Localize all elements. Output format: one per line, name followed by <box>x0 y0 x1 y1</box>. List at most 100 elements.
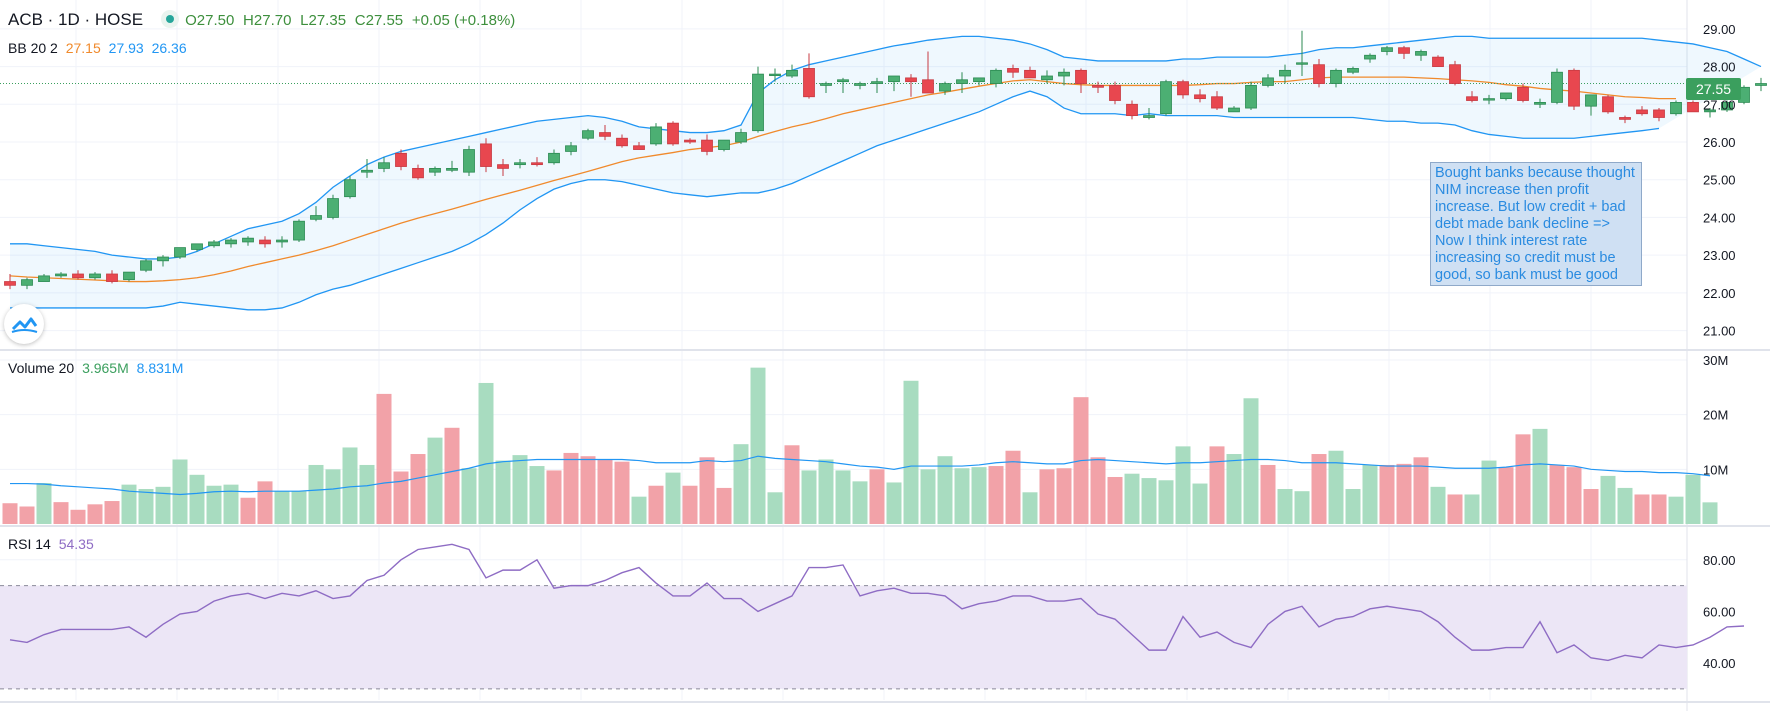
volume-bar <box>121 484 137 524</box>
candle-body <box>1755 83 1767 86</box>
volume-bar <box>1022 492 1038 524</box>
candle-body <box>956 79 968 84</box>
volume-bar <box>1005 450 1021 524</box>
ohlc-open: O27.50 <box>185 12 235 29</box>
candle-body <box>582 130 594 139</box>
candle-body <box>1398 47 1410 54</box>
bb-band-fill <box>10 36 1761 310</box>
candle-body <box>1194 94 1206 100</box>
volume-bar <box>852 481 868 524</box>
candle-body <box>327 198 339 218</box>
candle-body <box>1177 81 1189 96</box>
volume-value: 3.965M <box>82 360 129 376</box>
annotation-note[interactable]: Bought banks because thought NIM increas… <box>1430 162 1642 286</box>
candle-body <box>990 69 1002 84</box>
candle-body <box>1313 64 1325 84</box>
rsi-tick-label: 60.00 <box>1703 604 1736 619</box>
volume-bar <box>869 469 885 524</box>
price-tick-label: 29.00 <box>1703 22 1736 37</box>
candle-body <box>871 81 883 84</box>
candle-body <box>684 139 696 143</box>
volume-bar <box>954 468 970 524</box>
bb-label: BB 20 2 <box>8 40 58 56</box>
candle-body <box>1143 115 1155 118</box>
candle-body <box>497 164 509 169</box>
volume-bar <box>801 470 817 524</box>
volume-bar <box>444 427 460 524</box>
bb-basis-value: 27.15 <box>65 40 101 56</box>
rsi-legend[interactable]: RSI 14 54.35 <box>8 536 98 552</box>
volume-bar <box>937 456 953 524</box>
volume-tick-label: 20M <box>1703 408 1728 423</box>
candle-body <box>225 239 237 245</box>
candle-body <box>1381 47 1393 52</box>
volume-bar <box>835 470 851 524</box>
volume-bar <box>1651 494 1667 524</box>
volume-bar <box>767 492 783 524</box>
volume-bar <box>1532 428 1548 524</box>
volume-bar <box>461 468 477 524</box>
candle-body <box>1279 69 1291 77</box>
volume-bar <box>733 444 749 524</box>
candle-body <box>701 139 713 152</box>
price-tick-label: 27.00 <box>1703 97 1736 112</box>
candle-body <box>463 149 475 173</box>
volume-bar <box>1260 464 1276 524</box>
volume-bar <box>665 472 681 524</box>
candle-body <box>565 145 577 152</box>
candle-body <box>361 169 373 173</box>
candle-body <box>157 256 169 262</box>
volume-bar <box>682 485 698 524</box>
volume-bar <box>274 491 290 524</box>
candle-body <box>123 271 135 281</box>
symbol-title[interactable]: ACB · 1D · HOSE <box>8 10 144 29</box>
candle-body <box>276 239 288 243</box>
price-tick-label: 23.00 <box>1703 248 1736 263</box>
candle-body <box>854 83 866 86</box>
volume-bar <box>1209 446 1225 524</box>
bb-legend[interactable]: BB 20 2 27.15 27.93 26.36 <box>8 40 191 56</box>
price-tick-label: 25.00 <box>1703 173 1736 188</box>
volume-bar <box>1124 473 1140 524</box>
price-tick-label: 26.00 <box>1703 135 1736 150</box>
rsi-label: RSI 14 <box>8 536 51 552</box>
volume-bar <box>920 469 936 524</box>
volume-tick-label: 10M <box>1703 462 1728 477</box>
candle-body <box>140 260 152 271</box>
candle-body <box>1449 64 1461 84</box>
bb-lower-value: 26.36 <box>151 40 187 56</box>
volume-bar <box>903 380 919 524</box>
volume-bar <box>172 459 188 524</box>
volume-bar <box>1617 487 1633 524</box>
volume-bar <box>1141 478 1157 524</box>
candle-body <box>242 237 254 243</box>
rsi-tick-label: 40.00 <box>1703 656 1736 671</box>
bb-lower-line <box>10 90 1660 311</box>
volume-bar <box>206 485 222 524</box>
candle-body <box>1109 85 1121 101</box>
volume-bar <box>1566 467 1582 524</box>
volume-legend[interactable]: Volume 20 3.965M 8.831M <box>8 360 187 376</box>
volume-bar <box>1311 454 1327 524</box>
candle-body <box>1330 69 1342 84</box>
volume-ma-line <box>10 455 1711 496</box>
candle-body <box>1126 103 1138 116</box>
candle-body <box>1228 107 1240 113</box>
volume-bar <box>1226 454 1242 524</box>
candle-body <box>888 75 900 83</box>
volume-bar <box>70 509 86 524</box>
candle-body <box>412 167 424 179</box>
candle-body <box>786 69 798 77</box>
candle-body <box>1517 86 1529 101</box>
volume-bar <box>1413 457 1429 524</box>
candle-body <box>514 162 526 166</box>
tradingview-logo-icon[interactable] <box>4 304 44 344</box>
volume-bar <box>1549 464 1565 524</box>
candle-body <box>548 152 560 164</box>
candle-body <box>1500 92 1512 100</box>
candle-body <box>939 83 951 92</box>
volume-bar <box>1430 486 1446 524</box>
rsi-line <box>9 543 1745 662</box>
candle-body <box>1415 51 1427 56</box>
